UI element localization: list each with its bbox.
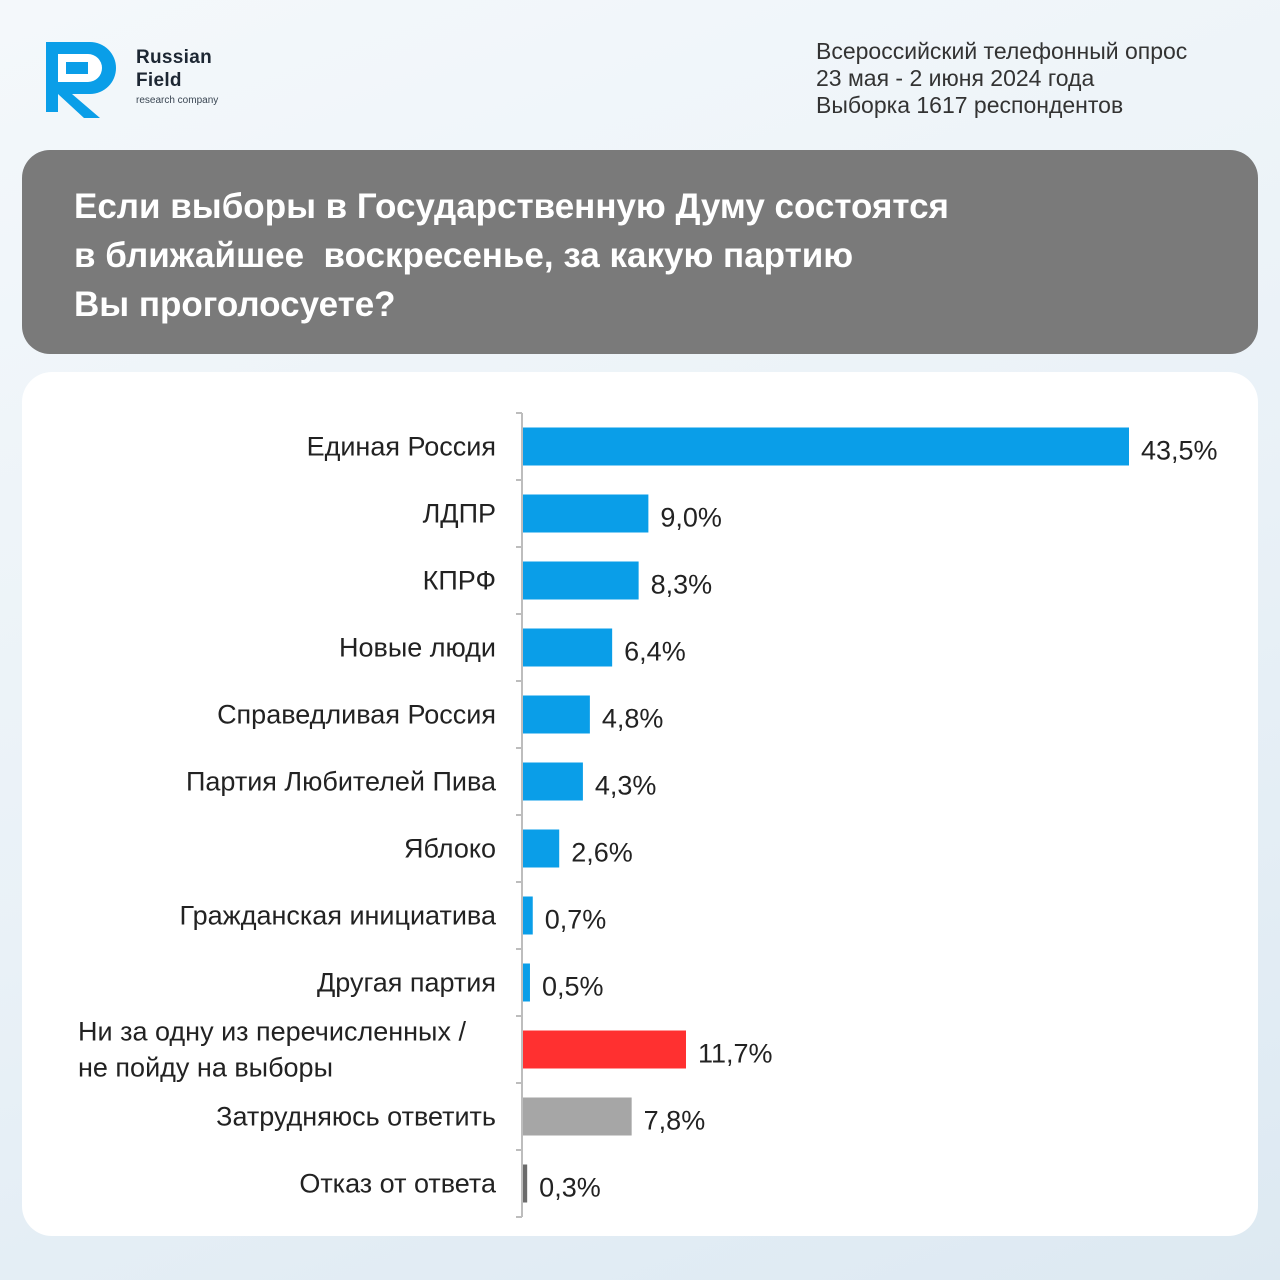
survey-sample: Выборка 1617 респондентов [816, 92, 1124, 118]
value-label: 2,6% [571, 838, 633, 868]
category-label: КПРФ [423, 566, 496, 596]
value-label: 9,0% [660, 503, 722, 533]
category-label: Новые люди [339, 633, 496, 663]
bar [523, 829, 560, 868]
value-label: 6,4% [624, 637, 686, 667]
logo-name-line1: Russian [136, 47, 213, 68]
russian-field-logo-icon [46, 42, 116, 118]
category-label: Гражданская инициатива [180, 901, 497, 931]
category-label: Единая Россия [307, 432, 496, 462]
question-line-3: Вы проголосуете? [74, 285, 396, 324]
chart-panel: Единая Россия 43,5% ЛДПР 9,0% КПРФ 8,3% Новые … [22, 372, 1258, 1236]
bar-chart: Единая Россия 43,5% ЛДПР 9,0% КПРФ 8,3% Новые … [78, 412, 1218, 1218]
category-label: Партия Любителей Пива [186, 767, 497, 797]
logo: Russian Field research company [42, 38, 242, 122]
category-label: Справедливая Россия [217, 700, 496, 730]
value-label: 11,7% [698, 1039, 773, 1069]
value-label: 8,3% [651, 570, 713, 600]
survey-dates: 23 мая - 2 июня 2024 года [816, 65, 1095, 91]
category-label: Отказ от ответа [299, 1169, 497, 1199]
category-label: Другая партия [317, 968, 496, 998]
category-label: Яблоко [404, 834, 496, 864]
value-label: 0,7% [545, 905, 607, 935]
bar [523, 762, 583, 801]
question-title: Если выборы в Государственную Думу состо… [74, 182, 1074, 329]
category-label: не пойду на выборы [78, 1053, 333, 1083]
value-label: 7,8% [644, 1106, 706, 1136]
survey-method: Всероссийский телефонный опрос [816, 38, 1188, 64]
bar [523, 427, 1129, 466]
value-label: 0,3% [539, 1173, 601, 1203]
category-label: Ни за одну из перечисленных / [78, 1017, 466, 1047]
bar [523, 1164, 528, 1203]
bar [523, 494, 649, 533]
value-label: 43,5% [1141, 436, 1218, 466]
bar [523, 896, 533, 935]
value-label: 0,5% [542, 972, 604, 1002]
question-line-2: в ближайшее воскресенье, за какую партию [74, 236, 854, 275]
bar [523, 628, 613, 667]
bar [523, 695, 590, 734]
logo-name-line2: Field [136, 70, 182, 91]
category-label: Затрудняюсь ответить [216, 1102, 496, 1132]
logo-tagline: research company [136, 95, 219, 106]
value-label: 4,8% [602, 704, 664, 734]
bar [523, 1097, 632, 1136]
survey-info: Всероссийский телефонный опрос 23 мая - … [816, 38, 1236, 119]
category-label: ЛДПР [423, 499, 496, 529]
question-line-1: Если выборы в Государственную Думу состо… [74, 187, 949, 226]
question-banner: Если выборы в Государственную Думу состо… [22, 150, 1258, 354]
bar [523, 963, 530, 1002]
logo-text: Russian Field research company [136, 46, 218, 106]
bar [523, 1030, 686, 1069]
value-label: 4,3% [595, 771, 657, 801]
bar [523, 561, 639, 600]
